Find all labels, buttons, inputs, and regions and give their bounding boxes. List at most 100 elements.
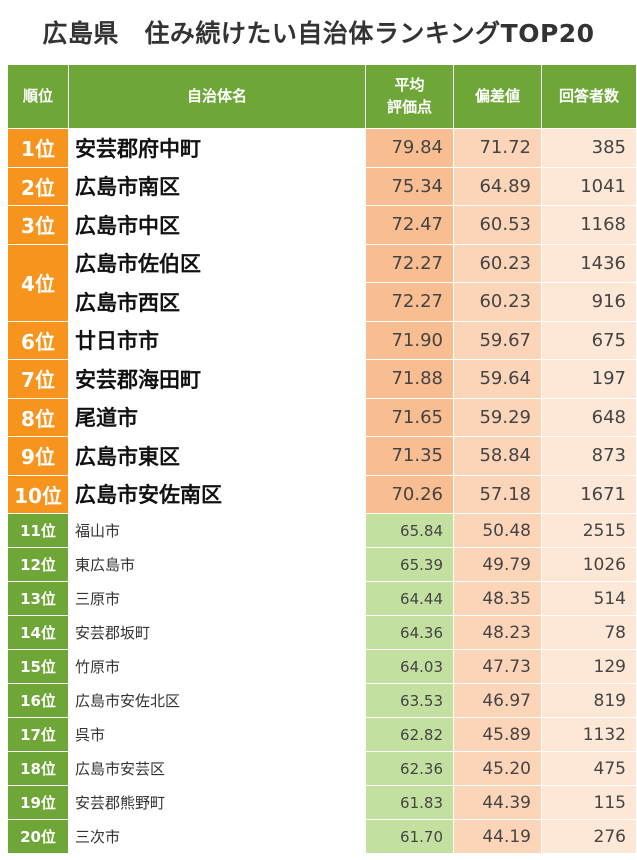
rank-cell: 1位: [7, 128, 69, 168]
deviation-value: 60.23: [453, 243, 542, 283]
rank-cell: 4位: [7, 243, 69, 322]
table-row: 11位 福山市 65.84 50.48 2515: [7, 513, 637, 548]
rank-cell: 17位: [7, 717, 69, 752]
table-row: 2位 広島市南区 75.34 64.89 1041: [7, 166, 637, 206]
table-row: 19位 安芸郡熊野町 61.83 44.39 115: [7, 785, 637, 820]
respondent-count: 675: [541, 320, 637, 360]
average-score: 71.90: [365, 320, 454, 360]
municipality-name: 竹原市: [68, 649, 366, 684]
table-row: 10位 広島市安佐南区 70.26 57.18 1671: [7, 474, 637, 514]
deviation-value: 48.23: [453, 615, 542, 650]
respondent-count: 1041: [541, 166, 637, 206]
municipality-name: 安芸郡坂町: [68, 615, 366, 650]
respondent-count: 385: [541, 128, 637, 168]
municipality-name: 呉市: [68, 717, 366, 752]
table-row: 20位 三次市 61.70 44.19 276: [7, 819, 637, 854]
deviation-value: 45.20: [453, 751, 542, 786]
average-score: 62.82: [365, 717, 454, 752]
table-row: 18位 広島市安芸区 62.36 45.20 475: [7, 751, 637, 786]
average-score: 70.26: [365, 474, 454, 514]
deviation-value: 60.23: [453, 282, 542, 322]
rank-cell: 10位: [7, 474, 69, 514]
average-score: 72.47: [365, 205, 454, 245]
ranking-table: 順位 自治体名 平均 評価点 偏差値 回答者数 1位 安芸郡府中町 79.84 …: [7, 64, 637, 854]
table-row: 15位 竹原市 64.03 47.73 129: [7, 649, 637, 684]
deviation-value: 46.97: [453, 683, 542, 718]
municipality-name: 広島市佐伯区: [68, 243, 366, 283]
respondent-count: 475: [541, 751, 637, 786]
header-name: 自治体名: [68, 64, 366, 129]
average-score: 61.83: [365, 785, 454, 820]
average-score: 72.27: [365, 243, 454, 283]
average-score: 79.84: [365, 128, 454, 168]
rank-cell: 18位: [7, 751, 69, 786]
municipality-name: 広島市西区: [68, 282, 366, 322]
deviation-value: 59.29: [453, 397, 542, 437]
municipality-name: 広島市中区: [68, 205, 366, 245]
header-average-line1: 平均: [394, 75, 425, 94]
table-row: 9位 広島市東区 71.35 58.84 873: [7, 436, 637, 476]
respondent-count: 1132: [541, 717, 637, 752]
rank-cell: 12位: [7, 547, 69, 582]
rank-cell: 20位: [7, 819, 69, 854]
respondent-count: 1168: [541, 205, 637, 245]
average-score: 71.35: [365, 436, 454, 476]
header-average-score: 平均 評価点: [365, 64, 454, 129]
municipality-name: 廿日市市: [68, 320, 366, 360]
rank-cell: 3位: [7, 205, 69, 245]
municipality-name: 安芸郡府中町: [68, 128, 366, 168]
respondent-count: 916: [541, 282, 637, 322]
deviation-value: 45.89: [453, 717, 542, 752]
deviation-value: 49.79: [453, 547, 542, 582]
respondent-count: 115: [541, 785, 637, 820]
table-row: 17位 呉市 62.82 45.89 1132: [7, 717, 637, 752]
rank-cell: 6位: [7, 320, 69, 360]
rank-cell: 2位: [7, 166, 69, 206]
average-score: 63.53: [365, 683, 454, 718]
average-score: 75.34: [365, 166, 454, 206]
table-row: 14位 安芸郡坂町 64.36 48.23 78: [7, 615, 637, 650]
deviation-value: 44.19: [453, 819, 542, 854]
ranking-body: 1位 安芸郡府中町 79.84 71.72 385 2位 広島市南区 75.34…: [7, 128, 637, 854]
table-row: 3位 広島市中区 72.47 60.53 1168: [7, 205, 637, 245]
respondent-count: 276: [541, 819, 637, 854]
table-row: 7位 安芸郡海田町 71.88 59.64 197: [7, 359, 637, 399]
municipality-name: 広島市東区: [68, 436, 366, 476]
average-score: 65.84: [365, 513, 454, 548]
deviation-value: 48.35: [453, 581, 542, 616]
average-score: 64.03: [365, 649, 454, 684]
average-score: 61.70: [365, 819, 454, 854]
respondent-count: 78: [541, 615, 637, 650]
header-deviation: 偏差値: [453, 64, 542, 129]
table-row: 13位 三原市 64.44 48.35 514: [7, 581, 637, 616]
respondent-count: 819: [541, 683, 637, 718]
respondent-count: 648: [541, 397, 637, 437]
municipality-name: 福山市: [68, 513, 366, 548]
header-average-line2: 評価点: [386, 97, 432, 116]
rank-cell: 7位: [7, 359, 69, 399]
respondent-count: 129: [541, 649, 637, 684]
deviation-value: 59.64: [453, 359, 542, 399]
municipality-name: 安芸郡海田町: [68, 359, 366, 399]
table-row: 1位 安芸郡府中町 79.84 71.72 385: [7, 128, 637, 168]
rank-cell: 14位: [7, 615, 69, 650]
table-row: 12位 東広島市 65.39 49.79 1026: [7, 547, 637, 582]
respondent-count: 1671: [541, 474, 637, 514]
deviation-value: 60.53: [453, 205, 542, 245]
municipality-name: 尾道市: [68, 397, 366, 437]
municipality-name: 広島市南区: [68, 166, 366, 206]
average-score: 64.36: [365, 615, 454, 650]
rank-cell: 16位: [7, 683, 69, 718]
municipality-name: 三次市: [68, 819, 366, 854]
rank-cell: 8位: [7, 397, 69, 437]
deviation-value: 71.72: [453, 128, 542, 168]
deviation-value: 44.39: [453, 785, 542, 820]
deviation-value: 58.84: [453, 436, 542, 476]
header-respondents: 回答者数: [541, 64, 637, 129]
average-score: 62.36: [365, 751, 454, 786]
average-score: 72.27: [365, 282, 454, 322]
municipality-name: 広島市安佐南区: [68, 474, 366, 514]
table-row: 8位 尾道市 71.65 59.29 648: [7, 397, 637, 437]
average-score: 71.88: [365, 359, 454, 399]
municipality-name: 三原市: [68, 581, 366, 616]
